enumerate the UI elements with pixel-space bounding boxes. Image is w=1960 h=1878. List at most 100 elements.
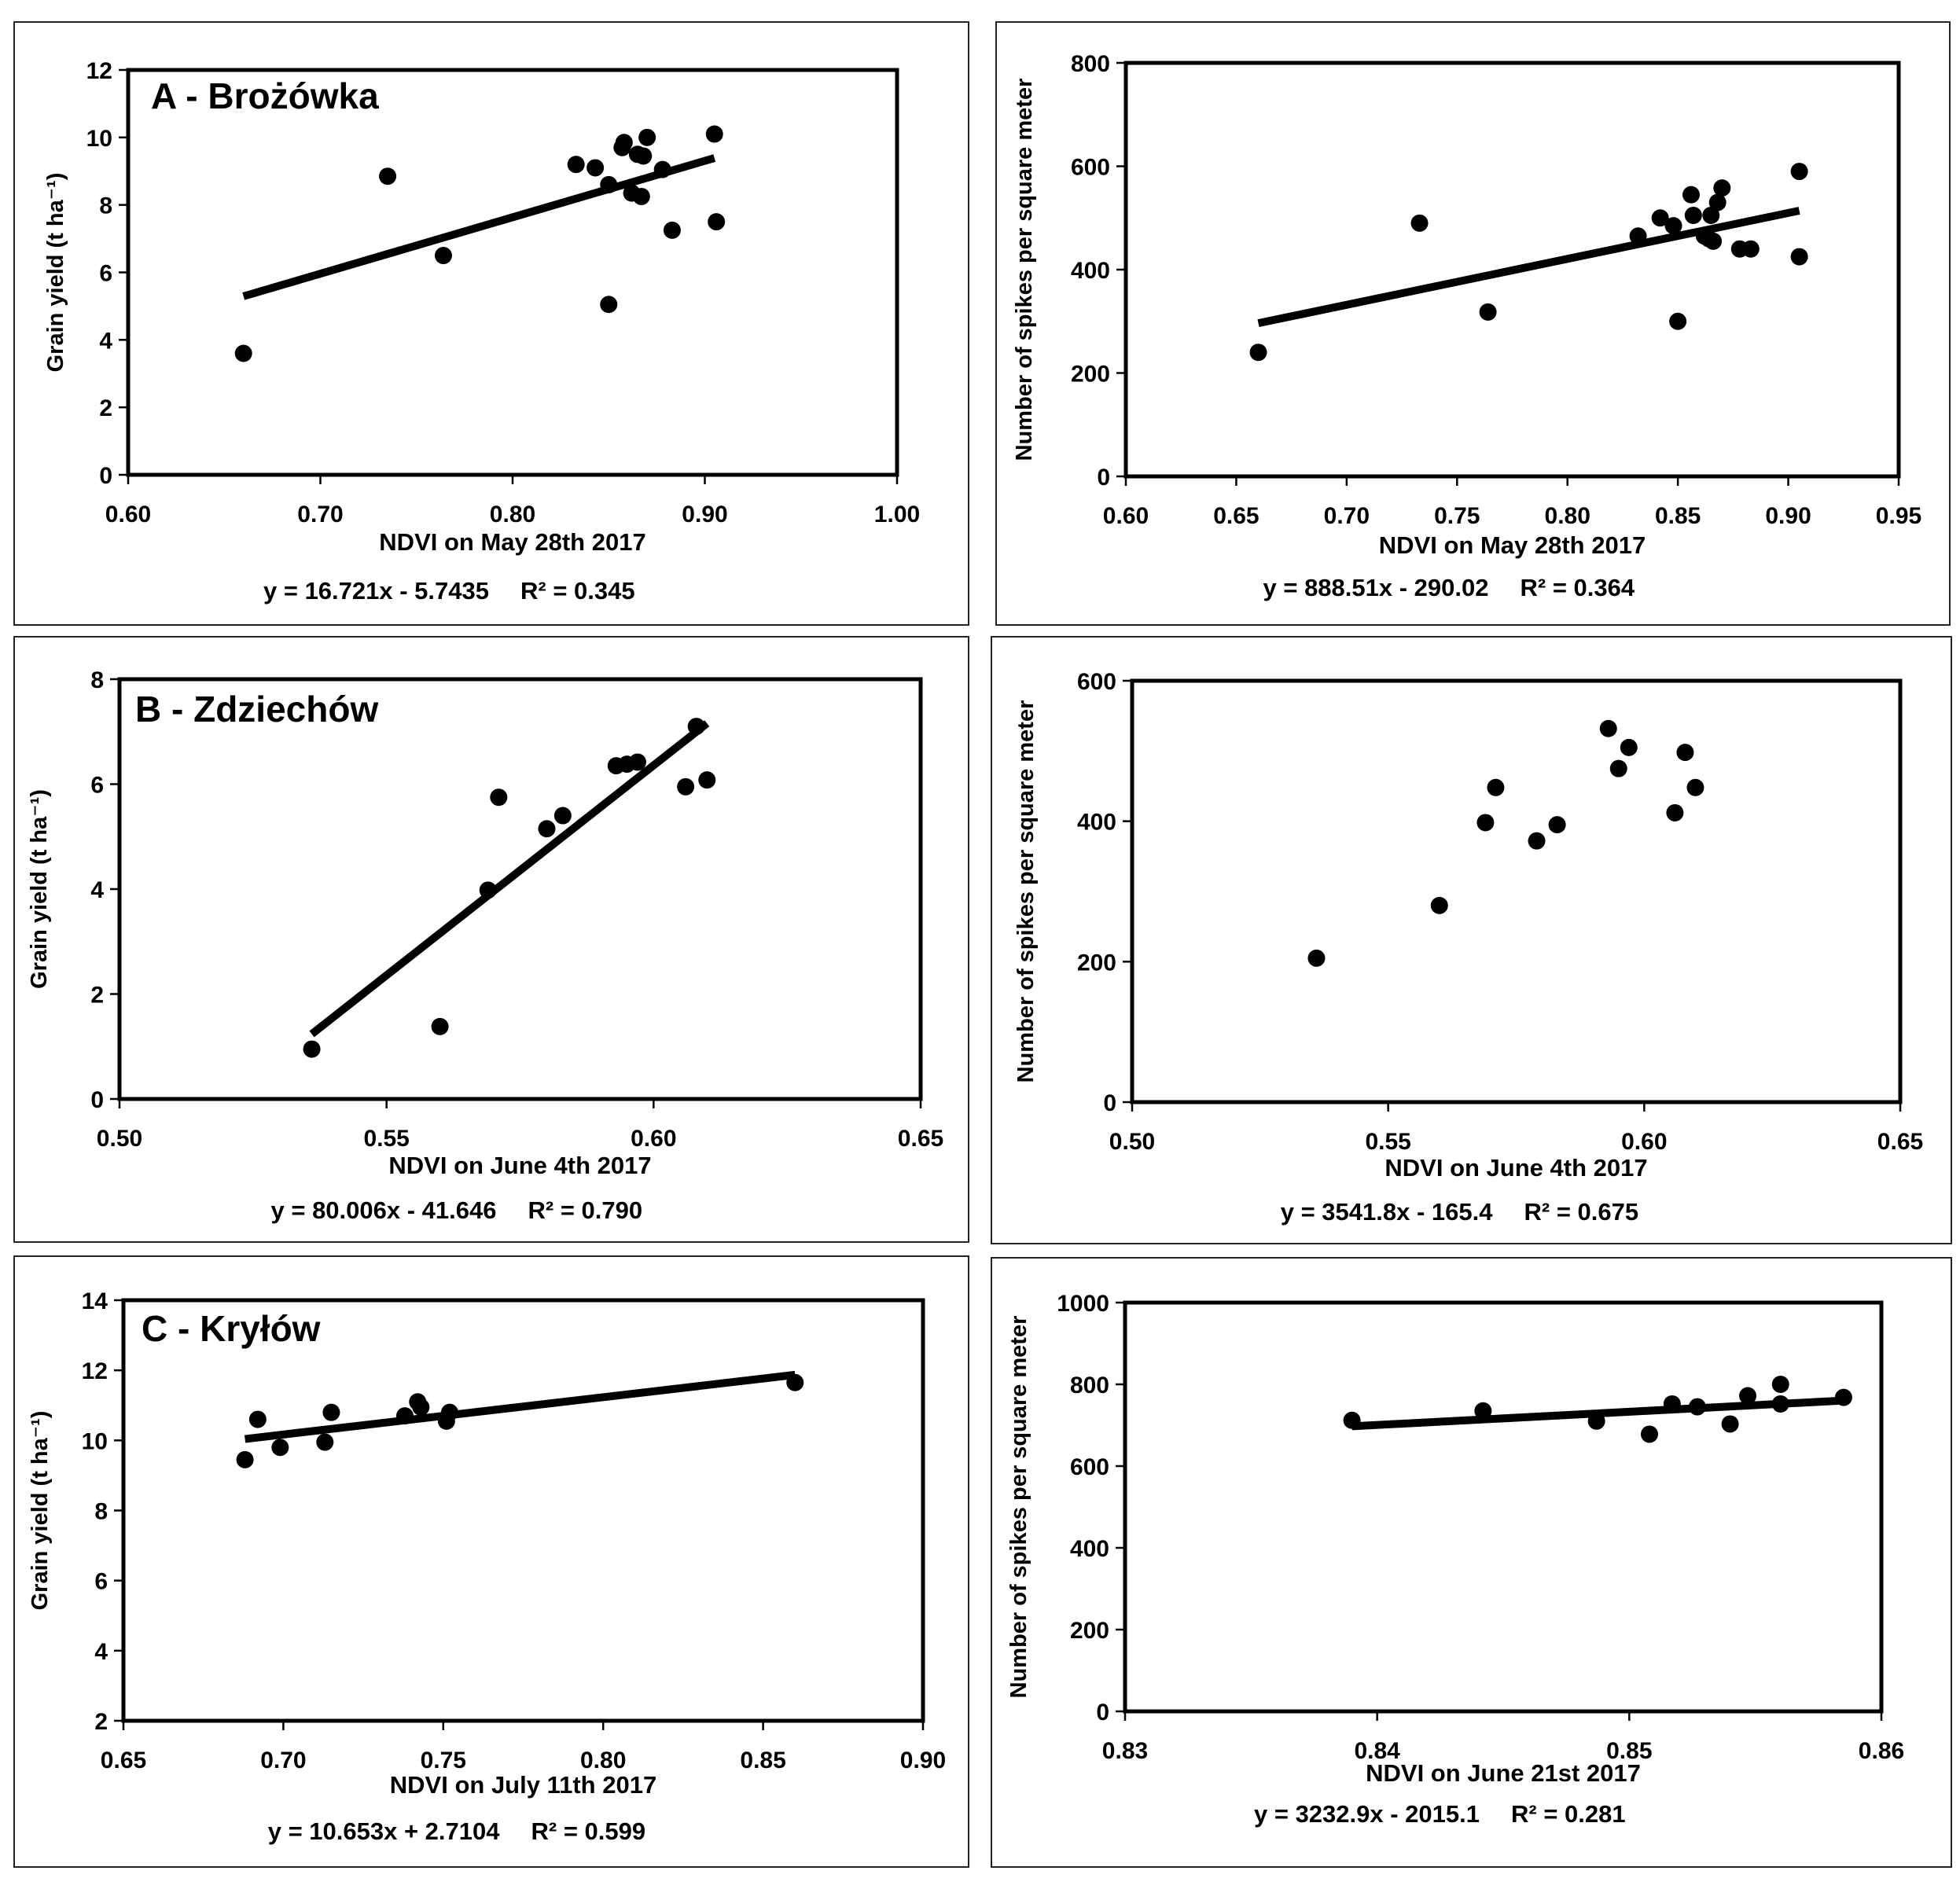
panel-title: C - Kryłów — [142, 1308, 321, 1349]
data-point — [538, 820, 556, 838]
panel-5: 2 4 6 8 10 12 14 0.65 0.70 0.75 0.80 0.85 0.90 NDVI o… — [13, 1255, 969, 1868]
x-tick-label: 0.90 — [682, 502, 727, 527]
data-point — [1548, 816, 1566, 834]
data-point — [1790, 163, 1808, 181]
y-tick-label: 4 — [99, 328, 112, 354]
regression-equation: y = 16.721x - 5.7435 — [263, 577, 489, 605]
x-tick-label: 0.50 — [1109, 1129, 1155, 1155]
y-tick-label: 6 — [90, 773, 104, 799]
data-point — [1249, 344, 1267, 362]
x-tick-label: 0.60 — [1621, 1129, 1667, 1155]
x-axis-label: NDVI on July 11th 2017 — [390, 1771, 656, 1799]
data-point — [1487, 778, 1505, 796]
y-tick-label: 4 — [94, 1639, 108, 1665]
data-point — [1410, 214, 1429, 232]
data-point — [1476, 814, 1495, 832]
regression-equation: y = 888.51x - 290.02 — [1263, 574, 1489, 601]
y-tick-label: 6 — [94, 1569, 108, 1595]
data-point — [1609, 759, 1627, 777]
data-point — [316, 1433, 334, 1451]
data-point — [705, 125, 723, 143]
data-point — [1599, 719, 1617, 737]
y-tick-label: 2 — [94, 1709, 108, 1735]
data-point — [786, 1373, 804, 1391]
plot-area-border — [121, 1298, 925, 1723]
data-point — [600, 296, 618, 314]
trendline — [309, 720, 710, 1038]
y-tick-label: 4 — [90, 877, 104, 903]
data-point — [1676, 744, 1694, 762]
data-point — [1771, 1376, 1789, 1393]
x-tick-label: 0.55 — [363, 1126, 409, 1152]
x-tick-label: 0.65 — [1877, 1129, 1923, 1155]
data-point — [587, 159, 605, 177]
x-tick-label: 0.80 — [490, 502, 535, 527]
x-tick-label: 0.95 — [1876, 503, 1921, 529]
panel-title: A - Brożówka — [151, 75, 379, 116]
x-tick-label: 0.90 — [1765, 503, 1811, 529]
y-tick-label: 14 — [82, 1288, 108, 1314]
y-tick-label: 10 — [86, 126, 112, 152]
data-point — [431, 1017, 449, 1035]
data-point — [1620, 738, 1638, 756]
y-tick-label: 10 — [82, 1428, 108, 1454]
panel-3: 0 2 4 6 8 0.50 0.55 0.60 0.65 NDVI on June 4th 20… — [13, 636, 969, 1243]
regression-equation: y = 3232.9x - 2015.1 — [1254, 1800, 1480, 1828]
data-point — [1688, 1398, 1706, 1416]
data-point — [1771, 1395, 1789, 1413]
r-squared: R² = 0.790 — [528, 1196, 643, 1224]
regression-equation: y = 10.653x + 2.7104 — [268, 1817, 501, 1845]
x-tick-label: 0.70 — [1324, 503, 1370, 529]
data-point — [1704, 232, 1723, 250]
y-tick-label: 200 — [1077, 950, 1116, 976]
y-tick-label: 600 — [1070, 1454, 1109, 1480]
x-tick-label: 1.00 — [874, 502, 920, 527]
data-point — [677, 777, 695, 796]
panel-frame — [13, 1255, 969, 1868]
data-point — [1663, 1395, 1681, 1413]
data-point — [1629, 227, 1647, 245]
panel-frame — [995, 21, 1951, 626]
y-tick-label: 0 — [1103, 1090, 1116, 1116]
data-point — [1834, 1388, 1852, 1406]
plot-area-border — [126, 68, 899, 477]
x-tick-label: 0.85 — [740, 1748, 785, 1773]
y-axis-label: Grain yield (t ha⁻¹) — [28, 1411, 53, 1611]
data-point — [1739, 1387, 1757, 1405]
panel-frame — [991, 636, 1952, 1244]
data-point — [236, 1450, 254, 1468]
y-tick-label: 800 — [1071, 51, 1110, 77]
data-point — [1682, 186, 1700, 204]
data-point — [271, 1439, 289, 1457]
data-point — [634, 147, 653, 165]
x-tick-label: 0.70 — [297, 502, 343, 527]
y-tick-label: 8 — [94, 1499, 108, 1525]
data-point — [1702, 206, 1720, 224]
y-tick-label: 0 — [90, 1087, 104, 1113]
y-tick-label: 6 — [99, 261, 112, 287]
x-tick-label: 0.50 — [97, 1126, 142, 1152]
panel-6: 0 200 400 600 800 1000 0.83 0.84 0.85 0.86 NDVI on… — [991, 1257, 1952, 1868]
data-point — [1430, 896, 1448, 914]
y-axis-label: Grain yield (t ha⁻¹) — [27, 789, 52, 989]
x-tick-label: 0.65 — [898, 1126, 943, 1152]
data-point — [1343, 1411, 1361, 1429]
plot-area-border — [117, 677, 923, 1101]
data-point — [698, 771, 716, 789]
r-squared: R² = 0.599 — [531, 1817, 646, 1845]
x-axis-label: NDVI on June 4th 2017 — [1385, 1154, 1647, 1182]
r-squared: R² = 0.675 — [1524, 1198, 1639, 1226]
y-axis-label: Grain yield (t ha⁻¹) — [43, 173, 68, 373]
x-tick-label: 0.60 — [631, 1126, 676, 1152]
data-point — [1664, 217, 1682, 235]
data-point — [322, 1403, 340, 1421]
x-axis-label: NDVI on June 21st 2017 — [1366, 1759, 1641, 1787]
data-point — [1479, 303, 1497, 321]
data-point — [1669, 312, 1687, 330]
data-point — [600, 175, 618, 193]
data-point — [1651, 209, 1669, 227]
y-tick-label: 400 — [1077, 810, 1116, 836]
data-point — [653, 160, 671, 178]
data-point — [628, 753, 646, 771]
panel-frame — [13, 636, 969, 1243]
